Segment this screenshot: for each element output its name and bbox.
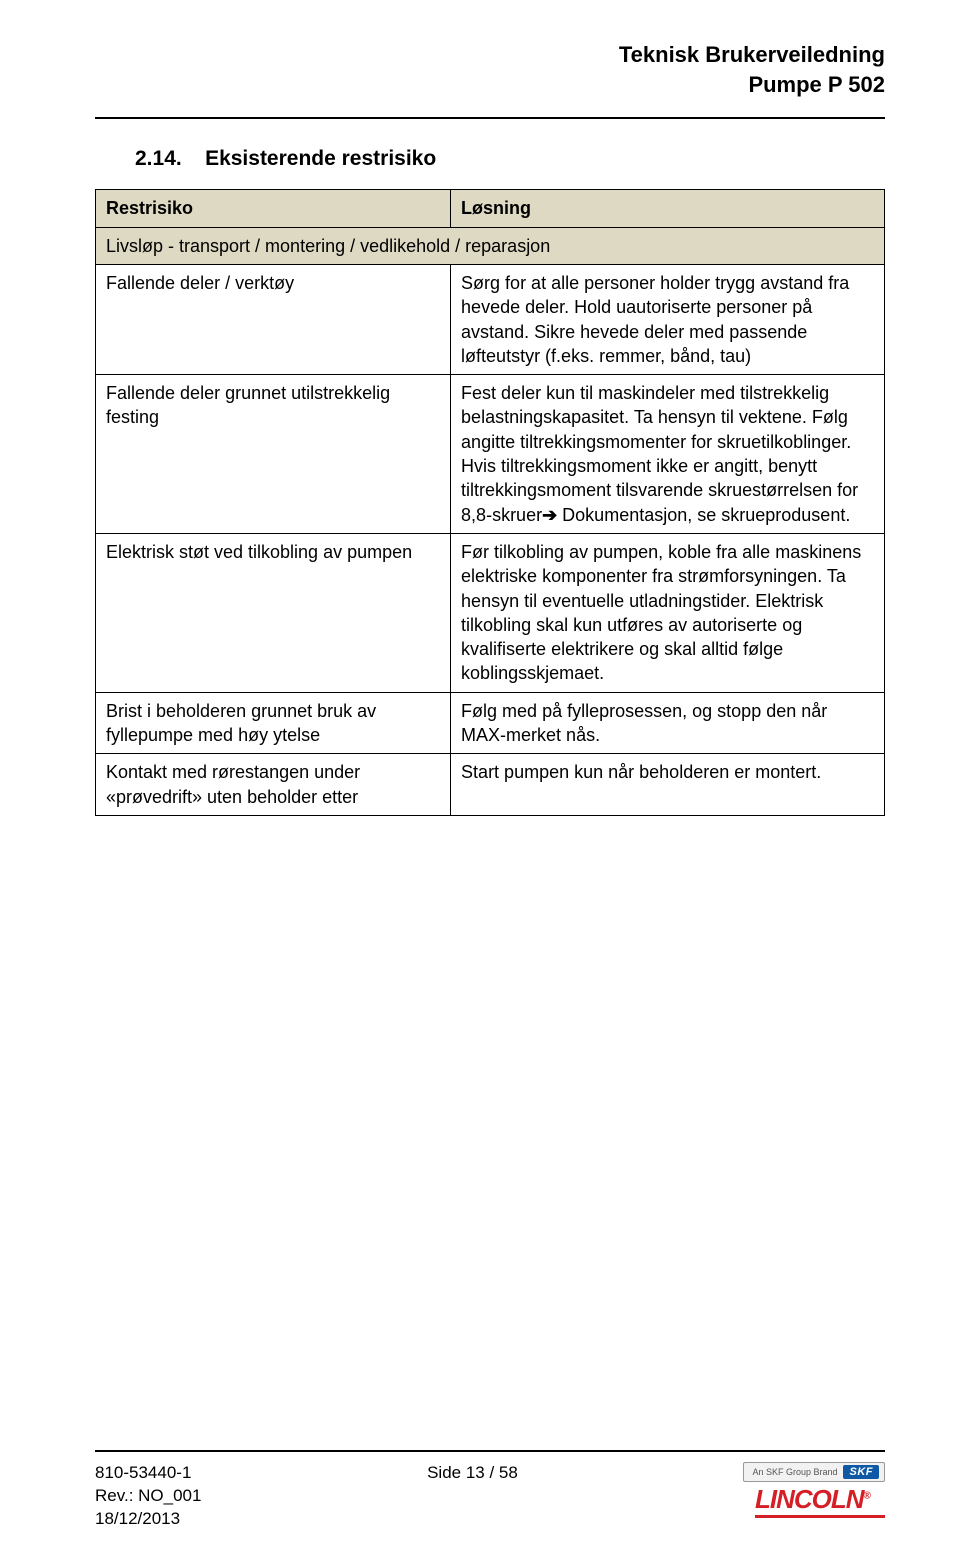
risk-cell: Kontakt med rørestangen under «prøvedrif… — [96, 754, 451, 816]
col-header-right: Løsning — [451, 190, 885, 227]
risk-cell: Elektrisk støt ved tilkobling av pumpen — [96, 533, 451, 692]
arrow-icon: ➔ — [542, 505, 557, 525]
footer: 810-53440-1 Rev.: NO_001 18/12/2013 Side… — [95, 1450, 885, 1531]
page-number: Side 13 / 58 — [427, 1462, 518, 1483]
risk-cell: Fallende deler / verktøy — [96, 264, 451, 374]
doc-date: 18/12/2013 — [95, 1508, 201, 1531]
table-row: Brist i beholderen grunnet bruk av fylle… — [96, 692, 885, 754]
table-row: Elektrisk støt ved tilkobling av pumpen … — [96, 533, 885, 692]
solution-cell: Sørg for at alle personer holder trygg a… — [451, 264, 885, 374]
doc-rev: Rev.: NO_001 — [95, 1485, 201, 1508]
section-heading: 2.14. Eksisterende restrisiko — [135, 147, 885, 171]
table-row: Kontakt med rørestangen under «prøvedrif… — [96, 754, 885, 816]
table-row: Fallende deler grunnet utilstrekkelig fe… — [96, 375, 885, 534]
solution-cell: Fest deler kun til maskindeler med tilst… — [451, 375, 885, 534]
header-line-1: Teknisk Brukerveiledning — [95, 40, 885, 70]
solution-cell: Før tilkobling av pumpen, koble fra alle… — [451, 533, 885, 692]
skf-logo: SKF — [843, 1465, 879, 1479]
header-line-2: Pumpe P 502 — [95, 70, 885, 100]
doc-id: 810-53440-1 — [95, 1462, 201, 1485]
table-row: Fallende deler / verktøy Sørg for at all… — [96, 264, 885, 374]
lincoln-underline — [755, 1515, 885, 1518]
solution-cell: Start pumpen kun når beholderen er monte… — [451, 754, 885, 816]
page-header: Teknisk Brukerveiledning Pumpe P 502 — [95, 40, 885, 99]
section-title-text: Eksisterende restrisiko — [205, 147, 436, 170]
footer-left: 810-53440-1 Rev.: NO_001 18/12/2013 — [95, 1462, 201, 1531]
skf-badge: An SKF Group Brand SKF — [743, 1462, 885, 1482]
table-header-row: Restrisiko Løsning — [96, 190, 885, 227]
risk-table: Restrisiko Løsning Livsløp - transport /… — [95, 189, 885, 816]
solution-cell: Følg med på fylleprosessen, og stopp den… — [451, 692, 885, 754]
footer-right: An SKF Group Brand SKF LINCOLN® — [743, 1462, 885, 1518]
lincoln-logo: LINCOLN® — [755, 1486, 885, 1518]
brand-tag: An SKF Group Brand — [752, 1467, 837, 1477]
col-header-left: Restrisiko — [96, 190, 451, 227]
risk-cell: Fallende deler grunnet utilstrekkelig fe… — [96, 375, 451, 534]
header-rule — [95, 117, 885, 119]
risk-cell: Brist i beholderen grunnet bruk av fylle… — [96, 692, 451, 754]
section-row-text: Livsløp - transport / montering / vedlik… — [96, 227, 885, 264]
table-section-row: Livsløp - transport / montering / vedlik… — [96, 227, 885, 264]
section-number: 2.14. — [135, 147, 182, 170]
footer-rule — [95, 1450, 885, 1452]
